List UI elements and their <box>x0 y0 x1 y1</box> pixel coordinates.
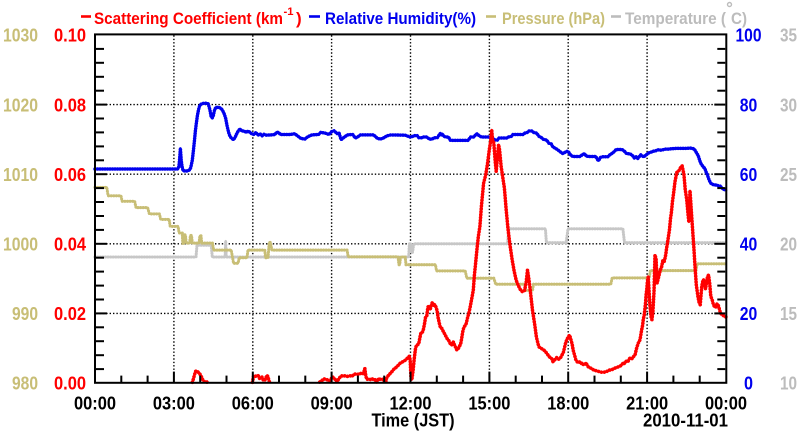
svg-text:Temperature (: Temperature ( <box>625 9 726 28</box>
svg-text:15: 15 <box>780 303 797 324</box>
svg-text:15:00: 15:00 <box>468 392 510 413</box>
svg-text:00:00: 00:00 <box>74 392 116 413</box>
svg-text:00:00: 00:00 <box>705 392 747 413</box>
svg-text:0.00: 0.00 <box>54 373 86 394</box>
svg-text:0.02: 0.02 <box>54 303 86 324</box>
svg-text:20: 20 <box>780 234 797 255</box>
svg-text:Relative Humidity(%): Relative Humidity(%) <box>325 9 476 28</box>
svg-text:0: 0 <box>744 373 753 394</box>
svg-text:0.08: 0.08 <box>54 94 86 115</box>
svg-text:80: 80 <box>740 94 758 115</box>
svg-text:30: 30 <box>780 94 797 115</box>
svg-text:60: 60 <box>740 164 758 185</box>
svg-text:03:00: 03:00 <box>153 392 195 413</box>
svg-text:21:00: 21:00 <box>626 392 668 413</box>
svg-text:12:00: 12:00 <box>390 392 432 413</box>
svg-text:0.06: 0.06 <box>54 164 86 185</box>
svg-text:1000: 1000 <box>3 234 38 255</box>
svg-text:-1: -1 <box>284 6 294 18</box>
svg-text:980: 980 <box>12 373 38 394</box>
svg-text:40: 40 <box>740 234 758 255</box>
svg-text:): ) <box>296 9 302 28</box>
svg-text:06:00: 06:00 <box>232 392 274 413</box>
svg-text:C): C) <box>731 9 747 28</box>
svg-text:25: 25 <box>780 164 797 185</box>
svg-text:Scattering Coefficient (km: Scattering Coefficient (km <box>94 9 283 28</box>
svg-text:Time (JST): Time (JST) <box>372 409 455 430</box>
svg-text:20: 20 <box>740 303 758 324</box>
svg-text:990: 990 <box>12 303 38 324</box>
svg-text:100: 100 <box>736 25 762 46</box>
svg-text:0.10: 0.10 <box>54 25 86 46</box>
svg-text:10: 10 <box>780 373 797 394</box>
svg-text:1010: 1010 <box>3 164 38 185</box>
svg-text:35: 35 <box>780 25 797 46</box>
svg-text:0.04: 0.04 <box>54 234 87 255</box>
svg-text:2010-11-01: 2010-11-01 <box>643 410 728 430</box>
svg-text:1020: 1020 <box>3 94 38 115</box>
svg-text:1030: 1030 <box>3 25 38 46</box>
svg-text:Pressure (hPa): Pressure (hPa) <box>502 9 605 28</box>
svg-text:18:00: 18:00 <box>547 392 589 413</box>
svg-text:09:00: 09:00 <box>311 392 353 413</box>
